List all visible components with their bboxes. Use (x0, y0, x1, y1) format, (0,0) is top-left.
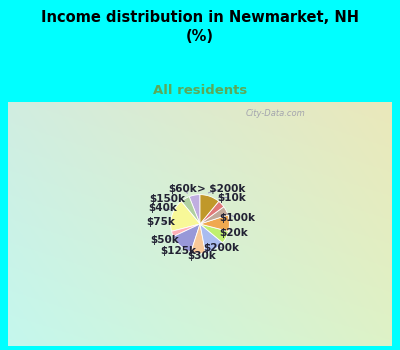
Wedge shape (200, 195, 219, 224)
Wedge shape (189, 195, 200, 224)
Text: $30k: $30k (188, 251, 216, 261)
Wedge shape (181, 197, 200, 224)
Text: $20k: $20k (219, 228, 248, 238)
Wedge shape (191, 224, 206, 253)
Text: Income distribution in Newmarket, NH
(%): Income distribution in Newmarket, NH (%) (41, 10, 359, 44)
Text: $75k: $75k (146, 217, 175, 227)
Text: All residents: All residents (153, 84, 247, 97)
Text: $150k: $150k (150, 194, 186, 203)
Wedge shape (171, 201, 200, 231)
Wedge shape (200, 224, 223, 253)
Text: $10k: $10k (217, 193, 246, 203)
Wedge shape (200, 224, 228, 243)
Wedge shape (172, 224, 200, 237)
Text: $60k: $60k (168, 184, 197, 194)
Text: $50k: $50k (150, 235, 179, 245)
Text: $40k: $40k (148, 203, 177, 213)
Wedge shape (200, 201, 224, 224)
Text: $125k: $125k (160, 246, 196, 257)
Text: $200k: $200k (204, 243, 240, 252)
Wedge shape (200, 215, 230, 231)
Text: City-Data.com: City-Data.com (246, 109, 305, 118)
Wedge shape (200, 207, 228, 224)
Text: $100k: $100k (219, 213, 255, 223)
Text: > $200k: > $200k (197, 184, 246, 194)
Wedge shape (173, 224, 200, 252)
